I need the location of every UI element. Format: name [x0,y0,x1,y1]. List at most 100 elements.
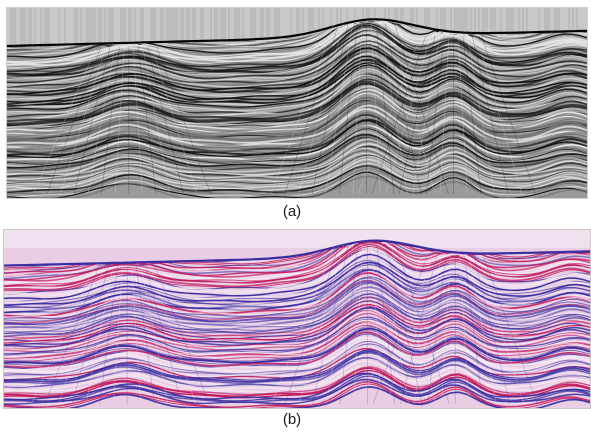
reflector-line [7,73,587,118]
fault-flank-line [136,266,155,405]
reflector-line [7,150,587,182]
fault-flank-line [376,244,395,405]
fault-flank-line [426,35,445,195]
reflector-line [7,30,587,79]
fault-flank-line [142,46,170,195]
reflector-line [4,369,590,399]
fault-flank-line [339,23,358,195]
fault-flank-line [412,35,440,195]
fault-flank-line [427,256,447,405]
reflector-line [4,321,590,360]
fault-flank-line [271,244,335,405]
reflector-line [7,58,587,105]
seafloor-reflector [7,18,587,48]
reflector-line [7,19,587,60]
fault-flank-line [270,23,335,195]
reflector-line [4,352,590,385]
reflector-line [7,20,587,67]
fault-flank-line [395,244,450,405]
reflector-line [4,366,590,396]
reflector-line [4,286,590,329]
reflector-line [4,353,590,387]
reflector-line [4,277,590,322]
reflector-line [4,381,590,408]
fault-flank-line [473,256,511,405]
reflector-line [7,47,587,97]
fault-flank-line [73,46,111,195]
fault-flank-line [311,23,349,195]
reflector-line [7,119,587,159]
fault-flank-line [384,23,422,195]
reflector-line [7,111,587,151]
fault-flank-line [352,23,363,195]
reflector-line [7,147,587,180]
reflector-line [4,288,590,332]
fault-flank-line [385,244,423,405]
reflector-line [7,92,587,136]
reflector-line [7,162,587,191]
fault-flank-line [85,266,114,405]
fault-flank-line [140,266,169,405]
fault-flank-line [87,46,116,195]
fault-flank-line [469,256,497,405]
fault-flank-line [133,46,143,195]
fault-flank-line [72,266,109,405]
fault-flank-line [60,46,106,195]
reflector-line [7,91,587,134]
reflector-line [7,154,587,184]
fault-flank-line [46,46,102,195]
reflector-line [4,367,590,397]
reflector-line [7,43,587,93]
reflector-layer-group [4,230,590,408]
reflector-line [4,275,590,318]
seismic-image-a [7,8,587,198]
fault-flank-line [353,244,363,405]
fault-flank-line [325,23,353,195]
reflector-line [7,88,587,132]
fault-flank-line [390,244,437,405]
reflector-line [4,329,590,366]
reflector-line [4,261,590,307]
reflector-line [7,102,587,143]
reflector-line [4,339,590,374]
reflector-line [7,64,587,111]
reflector-layer-group [7,8,587,198]
seismic-section-colored [3,229,591,409]
reflector-line [4,316,590,355]
reflector-line [7,113,587,152]
reflector-line [7,100,587,142]
fault-flank-line [389,23,436,195]
reflector-line [4,279,590,324]
reflector-line [4,350,590,383]
reflector-line [7,22,587,72]
reflector-line [4,241,590,285]
reflector-line [4,331,590,369]
reflector-line [4,311,590,351]
reflector-line [7,70,587,115]
reflector-line [7,155,587,186]
fault-flank-line [326,244,354,405]
fault-flank-line [483,256,538,405]
reflector-line [7,128,587,165]
fault-flank-line [312,244,349,405]
fault-flank-line [370,23,381,195]
fault-flank-line [398,35,436,195]
reflector-line [7,66,587,112]
fault-flank-line [381,244,409,405]
fault-flank-line [154,266,210,405]
fault-flank-line [156,46,211,195]
fault-flank-line [137,46,157,195]
fault-flank-line [339,244,359,405]
reflector-line [7,36,587,86]
reflector-line [4,242,590,277]
seafloor-reflector [4,239,590,267]
reflector-line [4,318,590,356]
fault-flank-line [457,35,468,195]
reflector-line [7,125,587,162]
reflector-line [4,293,590,335]
fault-flank-line [413,256,442,405]
reflector-line [4,250,590,297]
reflector-line [4,269,590,314]
reflector-line [4,306,590,346]
fault-flank-line [375,23,395,195]
